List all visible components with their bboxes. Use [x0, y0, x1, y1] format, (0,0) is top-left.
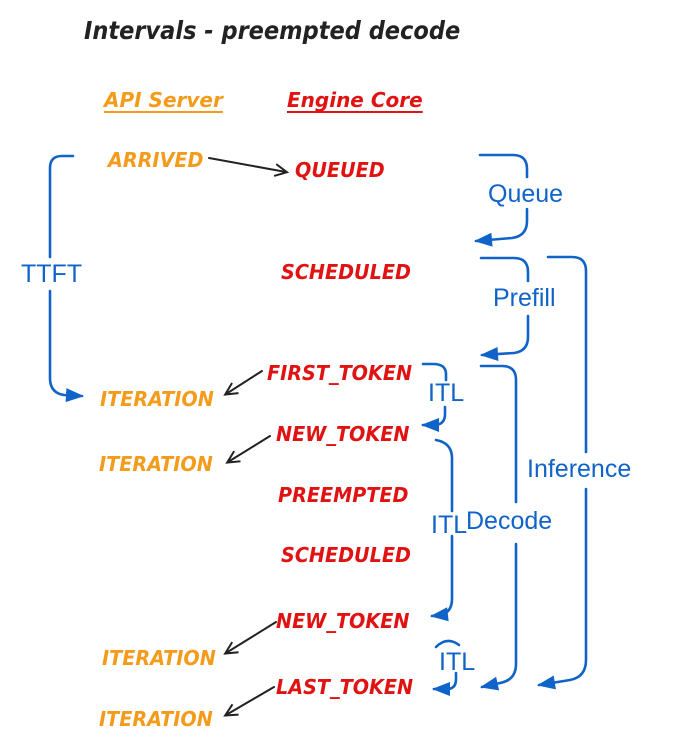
- interval-label-decode: Decode: [466, 507, 553, 535]
- interval-label-itl-mid: ITL: [431, 511, 468, 539]
- itl-last-bracket: [432, 639, 461, 696]
- queue-bracket: [474, 153, 529, 247]
- arrow-first-token-to-iteration: [223, 370, 263, 396]
- arrow-arrived-to-queued: [208, 157, 290, 177]
- event-iteration-3: ITERATION: [102, 646, 216, 670]
- decode-bracket: [479, 364, 518, 691]
- event-first-token: FIRST_TOKEN: [267, 361, 413, 385]
- prefill-bracket: [479, 256, 530, 361]
- arrow-new-token-to-iteration: [225, 435, 271, 464]
- arrow-new-token2-to-iteration: [223, 621, 277, 655]
- interval-label-inference: Inference: [527, 455, 632, 483]
- interval-label-prefill: Prefill: [493, 284, 556, 312]
- event-arrived: ARRIVED: [108, 148, 204, 172]
- arrow-last-token-to-iteration: [223, 686, 275, 717]
- event-last-token: LAST_TOKEN: [276, 675, 414, 699]
- ttft-bracket: [48, 154, 84, 403]
- event-new-token-1: NEW_TOKEN: [276, 422, 410, 446]
- page-title: Intervals - preempted decode: [84, 16, 461, 45]
- event-scheduled-1: SCHEDULED: [281, 260, 411, 284]
- interval-label-itl-last: ITL: [439, 648, 476, 676]
- interval-label-ttft: TTFT: [21, 260, 83, 288]
- itl-first-bracket: [421, 362, 448, 432]
- column-header-api-server: API Server: [104, 88, 223, 112]
- interval-label-itl-first: ITL: [428, 379, 465, 407]
- inference-bracket: [537, 255, 588, 690]
- interval-label-queue: Queue: [488, 180, 564, 208]
- event-new-token-2: NEW_TOKEN: [276, 609, 410, 633]
- column-header-engine-core: Engine Core: [287, 88, 423, 112]
- event-queued: QUEUED: [295, 158, 385, 182]
- event-iteration-4: ITERATION: [99, 707, 213, 731]
- event-scheduled-2: SCHEDULED: [281, 543, 411, 567]
- itl-mid-bracket: [430, 438, 454, 622]
- event-preempted: PREEMPTED: [278, 483, 409, 507]
- event-iteration-2: ITERATION: [99, 452, 213, 476]
- event-iteration-1: ITERATION: [100, 387, 214, 411]
